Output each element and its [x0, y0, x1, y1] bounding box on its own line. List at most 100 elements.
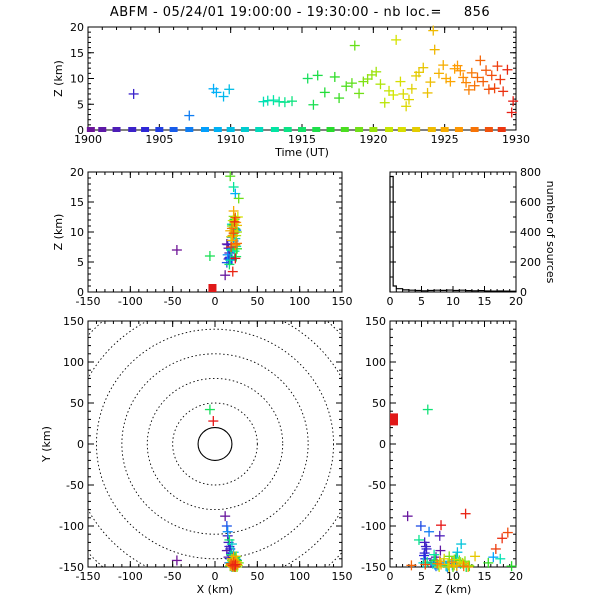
y-tick-label: -100 [361, 520, 386, 533]
source-point [502, 64, 513, 75]
range-rings [88, 321, 342, 567]
x-tick-label: 1900 [74, 133, 102, 146]
y-tick-label: -50 [368, 479, 386, 492]
source-point [429, 549, 440, 560]
ground-source-marker [226, 127, 235, 132]
source-point [391, 34, 402, 45]
y-tick-label: 150 [63, 315, 84, 328]
x-tick-label: 10 [446, 570, 460, 583]
ground-source-marker [326, 127, 335, 132]
plot-frame [389, 171, 517, 293]
y-tick-label: 50 [70, 397, 84, 410]
y-axis-label: Z (km) [52, 60, 65, 97]
x-tick-label: 1930 [502, 133, 530, 146]
ground-source-marker [454, 127, 463, 132]
source-point [227, 266, 238, 277]
source-point [508, 96, 519, 107]
source-point [228, 182, 239, 192]
ground-source-marker [185, 127, 194, 132]
source-point [422, 404, 433, 415]
source-point [287, 96, 298, 107]
range-ring [96, 328, 334, 560]
source-point [419, 537, 430, 548]
source-point [128, 88, 139, 99]
source-point [506, 107, 517, 118]
source-point [227, 230, 238, 241]
source-point [488, 552, 499, 563]
ground-source-marker [141, 127, 150, 132]
y-axis-label: Z (km) [52, 214, 65, 251]
source-point [268, 95, 279, 106]
source-point [490, 543, 501, 554]
ground-source-marker [397, 127, 406, 132]
ground-source-marker [213, 127, 222, 132]
x-tick-label: 50 [250, 295, 264, 308]
x-tick-label: 100 [289, 570, 310, 583]
range-ring [121, 353, 309, 535]
source-point [204, 404, 215, 415]
ground-source-marker [255, 127, 264, 132]
x-z-panel: -150 -100 -50 0 50 100 150 0 5 10 15 20 Z (km) [52, 166, 353, 308]
y-tick-label: 0 [520, 286, 527, 299]
source-point [371, 66, 382, 77]
y-axis-label: number of sources [544, 181, 557, 284]
x-tick-label: -100 [118, 570, 143, 583]
source-count: 856 [464, 5, 490, 20]
y-tick-label: -50 [66, 479, 84, 492]
y-tick-label: 400 [520, 226, 541, 239]
x-tick-label: 1920 [359, 133, 387, 146]
source-point [232, 238, 243, 249]
ground-source-marker [497, 127, 506, 132]
source-point [171, 245, 182, 255]
z-y-panel: 0 5 10 15 20 -150 -100 -50 0 50 100 150 Z (km) [361, 315, 523, 596]
x-tick-label: -100 [118, 295, 143, 308]
source-point [220, 270, 231, 281]
source-point [506, 561, 517, 572]
source-point [226, 223, 237, 234]
ground-source-marker [200, 127, 209, 132]
source-point [379, 97, 390, 108]
x-tick-label: 1910 [217, 133, 245, 146]
x-tick-label: 15 [478, 570, 492, 583]
ground-source-marker [385, 127, 394, 132]
source-point [438, 60, 449, 71]
source-point [413, 534, 424, 545]
source-point [469, 80, 480, 91]
source-point [401, 101, 412, 112]
source-point [455, 65, 466, 76]
source-point [413, 67, 424, 78]
y-tick-label: 100 [63, 356, 84, 369]
range-ring [146, 377, 284, 511]
source-point [483, 84, 494, 95]
x-y-map-panel: -150 -100 -50 0 50 100 150 -150 -100 -50 0 50 100 150… [40, 315, 353, 596]
x-tick-label: 20 [509, 295, 523, 308]
source-point [478, 76, 489, 87]
ground-source-marker [470, 127, 479, 132]
y-tick-label: 10 [70, 226, 84, 239]
x-tick-label: 1915 [288, 133, 316, 146]
y-tick-label: 50 [372, 397, 386, 410]
y-tick-label: 600 [520, 196, 541, 209]
x-tick-label: -150 [76, 295, 101, 308]
ground-source-marker [440, 127, 449, 132]
source-point [428, 25, 439, 36]
source-point [184, 110, 195, 121]
source-point [433, 68, 444, 79]
source-point [398, 88, 409, 99]
source-point [406, 560, 417, 571]
source-point [418, 62, 429, 73]
source-point [420, 559, 431, 570]
source-point [230, 253, 241, 264]
source-point [230, 239, 241, 250]
source-point [422, 557, 433, 568]
source-point [228, 228, 239, 239]
y-tick-label: 20 [70, 166, 84, 179]
source-point [226, 242, 237, 252]
source-point [472, 72, 483, 83]
source-point [444, 551, 455, 562]
source-point [422, 87, 433, 98]
plot-frame [87, 320, 343, 568]
source-point [204, 251, 215, 261]
x-axis-label: X (km) [197, 583, 234, 596]
source-point [466, 67, 477, 78]
